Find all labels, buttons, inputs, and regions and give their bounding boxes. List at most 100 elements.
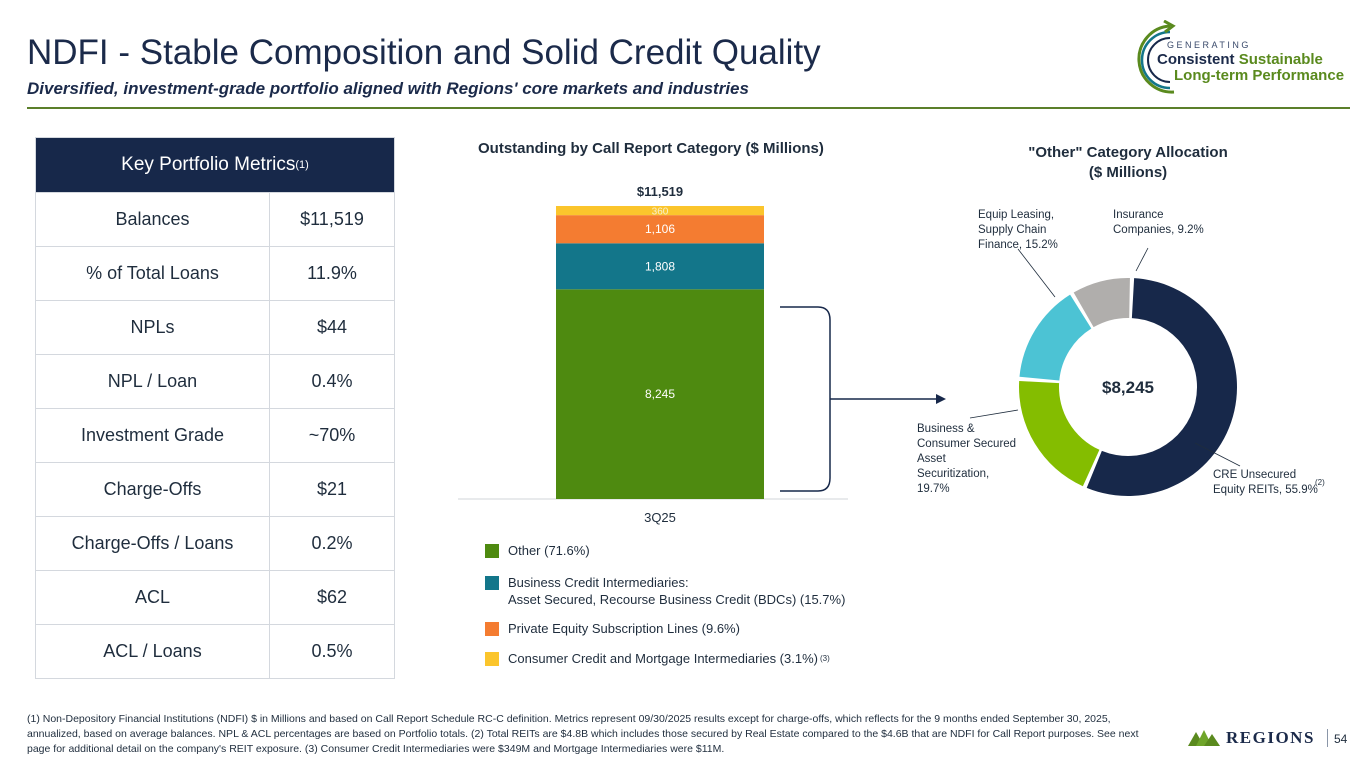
- metrics-row: Balances $11,519: [36, 192, 394, 246]
- legend-swatch: [485, 652, 499, 666]
- donut-label-line: Insurance: [1113, 209, 1164, 221]
- logo-line2: Long-term Performance: [1174, 67, 1345, 84]
- donut-label-footnote: (2): [1315, 478, 1325, 487]
- bar-segment-label-0: 8,245: [645, 387, 675, 401]
- footer-separator: [1326, 729, 1328, 747]
- donut-label-line: 19.7%: [917, 483, 950, 495]
- donut-title-line1: "Other" Category Allocation: [1028, 144, 1228, 161]
- metrics-title: Key Portfolio Metrics: [121, 154, 296, 175]
- donut-label-line: Business &: [917, 423, 975, 435]
- metric-label: % of Total Loans: [36, 247, 270, 300]
- donut-slice-3: [1073, 278, 1130, 328]
- page-number: 54: [1334, 732, 1348, 746]
- legend-text: Private Equity Subscription Lines (9.6%): [508, 621, 740, 636]
- bar-segment-label-3: 360: [652, 207, 669, 218]
- arrow-head-icon: [936, 394, 946, 404]
- metrics-row: ACL / Loans 0.5%: [36, 624, 394, 678]
- metric-value: 0.5%: [311, 641, 353, 661]
- legend-text-line1: Business Credit Intermediaries:: [508, 575, 689, 590]
- regions-logo: REGIONS: [1188, 728, 1328, 748]
- donut-chart-title: "Other" Category Allocation ($ Millions): [1010, 143, 1246, 183]
- donut-label-business-consumer: Business & Consumer Secured Asset Securi…: [917, 422, 1016, 497]
- key-portfolio-metrics-table: Key Portfolio Metrics (1) Balances $11,519…: [35, 137, 395, 679]
- metric-label: Investment Grade: [36, 409, 270, 462]
- legend-text: Consumer Credit and Mortgage Intermediar…: [508, 651, 818, 666]
- generating-performance-logo: GENERATING Consistent Sustainable Long-t…: [1130, 20, 1350, 100]
- metric-value: 0.4%: [311, 371, 353, 391]
- footnote: (1) Non-Depository Financial Institution…: [27, 713, 1139, 755]
- bar-segment-2: [556, 215, 764, 244]
- legend-text: Business Credit Intermediaries: Asset Se…: [508, 574, 845, 608]
- legend-item-private-equity: Private Equity Subscription Lines (9.6%): [485, 620, 740, 637]
- metric-value: 11.9%: [307, 263, 357, 283]
- legend-item-other: Other (71.6%): [485, 542, 590, 559]
- regions-triangle-icon: [1188, 730, 1220, 746]
- metrics-rows: Balances $11,519 % of Total Loans 11.9% NPLs…: [36, 192, 394, 678]
- metric-label: ACL / Loans: [36, 625, 270, 678]
- donut-label-line: Consumer Secured: [917, 438, 1017, 450]
- metric-value: $62: [316, 587, 348, 607]
- metrics-row: NPLs $44: [36, 300, 394, 354]
- donut-label-cre-reits: CRE Unsecured Equity REITs, 55.9%: [1213, 468, 1318, 498]
- legend-swatch: [485, 622, 499, 636]
- leader-line-business: [969, 409, 1019, 419]
- donut-title-line2: ($ Millions): [1088, 164, 1168, 181]
- metrics-row: Charge-Offs $21: [36, 462, 394, 516]
- bar-chart-title: Outstanding by Call Report Category ($ M…: [478, 140, 824, 157]
- leader-line-insurance: [1135, 247, 1149, 272]
- donut-center-total: $8,245: [1102, 378, 1154, 397]
- logo-sustainable: Sustainable: [1238, 51, 1323, 68]
- bar-total-label: $11,519: [637, 184, 683, 199]
- legend-footnote: (3): [819, 654, 830, 663]
- donut-slice-2: [1019, 294, 1092, 381]
- bar-segment-3: [556, 206, 764, 216]
- donut-label-line: CRE Unsecured: [1213, 469, 1297, 481]
- metric-label: Charge-Offs / Loans: [36, 517, 270, 570]
- leader-line-cre: [1194, 442, 1241, 467]
- donut-label-equip-leasing: Equip Leasing, Supply Chain Finance, 15.…: [978, 208, 1058, 253]
- legend-text-line2: Asset Secured, Recourse Business Credit …: [508, 592, 846, 607]
- legend-swatch: [485, 544, 499, 558]
- header-divider: [27, 107, 1350, 109]
- donut-label-line: Asset: [917, 453, 946, 465]
- legend-item-consumer-credit: Consumer Credit and Mortgage Intermediar…: [485, 650, 830, 667]
- metrics-row: ACL $62: [36, 570, 394, 624]
- logo-line1: Consistent Sustainable: [1157, 51, 1323, 68]
- metrics-row: Investment Grade ~70%: [36, 408, 394, 462]
- logo-generating-text: GENERATING: [1167, 40, 1251, 50]
- bracket-connector: [780, 306, 831, 492]
- donut-label-line: Equip Leasing,: [978, 209, 1055, 221]
- page-subtitle: Diversified, investment-grade portfolio …: [27, 79, 749, 98]
- donut-label-line: Securitization,: [917, 468, 990, 480]
- bar-segment-label-1: 1,808: [645, 259, 675, 273]
- metric-value: 0.2%: [311, 533, 353, 553]
- bar-segment-label-2: 1,106: [645, 222, 675, 236]
- donut-slice-1: [1019, 380, 1100, 487]
- legend-swatch: [485, 576, 499, 590]
- metrics-title-footnote: (1): [295, 159, 309, 171]
- donut-label-line: Companies, 9.2%: [1113, 224, 1204, 236]
- donut-label-line: Finance, 15.2%: [978, 239, 1058, 251]
- donut-slice-0: [1086, 278, 1237, 496]
- leader-line-equip: [1017, 248, 1056, 298]
- metrics-table-header: Key Portfolio Metrics (1): [36, 138, 394, 192]
- circular-arrow-icon: [1137, 20, 1176, 94]
- metric-value: ~70%: [308, 425, 356, 445]
- donut-label-line: Supply Chain: [978, 224, 1047, 236]
- metric-value: $44: [316, 317, 348, 337]
- legend-text: Other (71.6%): [508, 543, 590, 558]
- metrics-row: % of Total Loans 11.9%: [36, 246, 394, 300]
- regions-wordmark: REGIONS: [1226, 728, 1315, 747]
- donut-label-insurance: Insurance Companies, 9.2%: [1113, 208, 1204, 238]
- legend-item-business-credit: Business Credit Intermediaries: Asset Se…: [485, 574, 845, 608]
- donut-label-text: Equity REITs, 55.9%: [1213, 484, 1318, 496]
- bar-segment-1: [556, 243, 764, 290]
- metrics-row: Charge-Offs / Loans 0.2%: [36, 516, 394, 570]
- donut-label-line: Equity REITs, 55.9%: [1213, 483, 1318, 498]
- page-title: NDFI - Stable Composition and Solid Cred…: [27, 33, 821, 72]
- logo-consistent: Consistent: [1157, 51, 1235, 68]
- metric-value: $21: [316, 479, 348, 499]
- metric-label: NPLs: [36, 301, 270, 354]
- bar-category-label: 3Q25: [644, 510, 676, 525]
- metric-value: $11,519: [300, 209, 364, 229]
